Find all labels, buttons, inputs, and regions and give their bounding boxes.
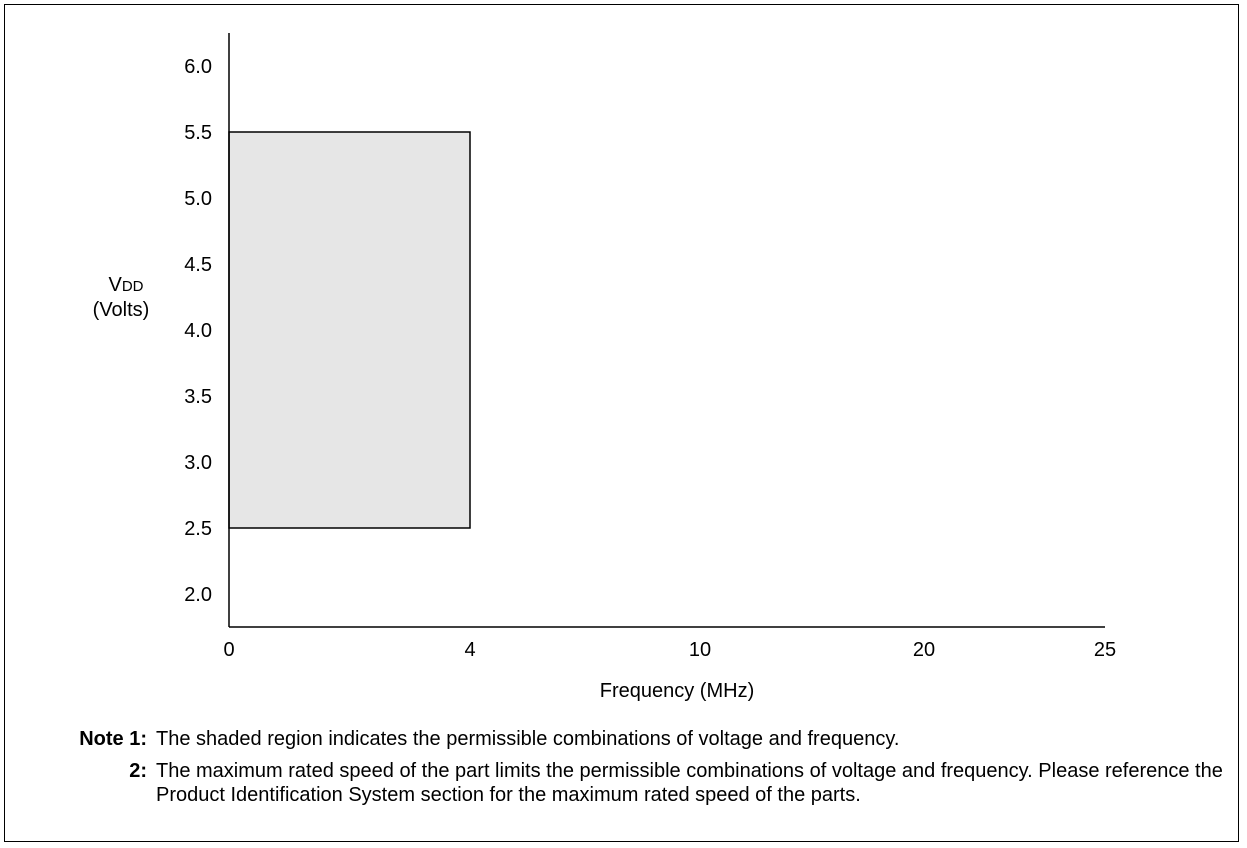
x-tick-label: 20 [913, 639, 935, 661]
note-1-label: Note 1: [79, 728, 147, 750]
note-2-text: The maximum rated speed of the part limi… [156, 760, 1223, 806]
y-tick-label: 5.0 [184, 188, 212, 210]
y-axis-title-sub: DD [122, 278, 144, 295]
x-axis-title: Frequency (MHz) [600, 680, 754, 702]
y-tick-label: 5.5 [184, 122, 212, 144]
figure-notes: Note 1: The shaded region indicates the … [50, 727, 1230, 815]
x-tick-label: 25 [1094, 639, 1116, 661]
x-tick-label: 0 [223, 639, 234, 661]
y-tick-label: 4.5 [184, 254, 212, 276]
figure-frame [4, 4, 1239, 842]
y-axis-unit: (Volts) [93, 299, 150, 321]
y-axis-title-main: V [108, 274, 122, 296]
y-tick-label: 3.5 [184, 386, 212, 408]
y-tick-label: 4.0 [184, 320, 212, 342]
note-2-label: 2: [129, 760, 147, 782]
note-2: 2: The maximum rated speed of the part l… [50, 759, 1230, 807]
permissible-region [228, 131, 471, 529]
x-tick-label: 4 [464, 639, 475, 661]
y-tick-label: 2.5 [184, 518, 212, 540]
y-tick-label: 6.0 [184, 56, 212, 78]
x-tick-label: 10 [689, 639, 711, 661]
note-1-text: The shaded region indicates the permissi… [156, 728, 900, 750]
note-1: Note 1: The shaded region indicates the … [50, 727, 1230, 751]
y-axis-title: VDD [108, 274, 143, 296]
y-tick-label: 3.0 [184, 452, 212, 474]
y-tick-label: 2.0 [184, 584, 212, 606]
